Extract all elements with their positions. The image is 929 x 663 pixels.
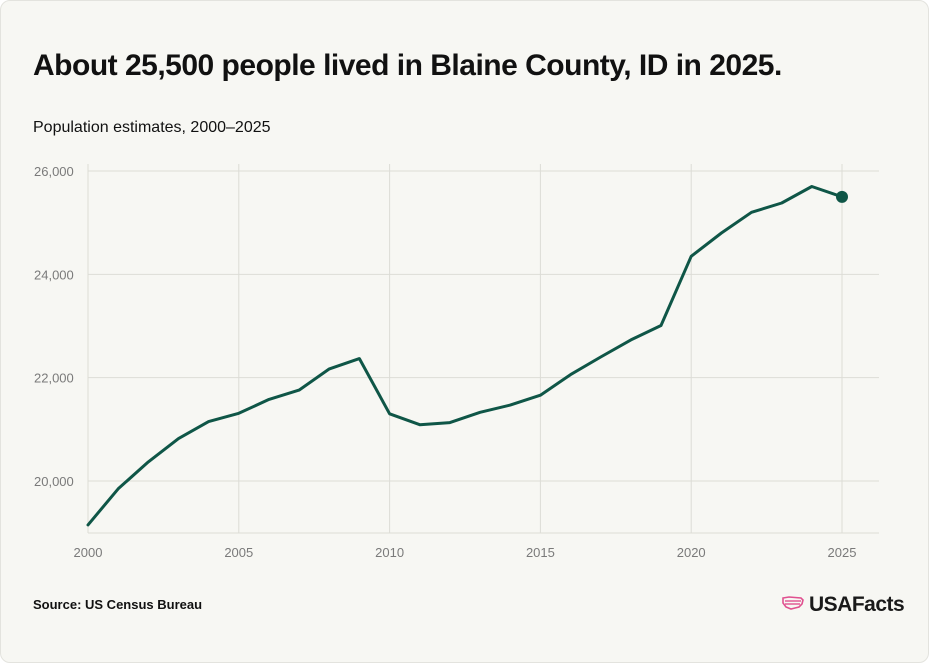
data-point xyxy=(629,338,632,341)
data-point xyxy=(207,420,210,423)
data-point xyxy=(418,423,421,426)
data-point xyxy=(298,389,301,392)
x-tick-label: 2015 xyxy=(526,545,555,560)
data-point xyxy=(328,367,331,370)
data-point xyxy=(237,412,240,415)
y-tick-label: 22,000 xyxy=(34,371,74,386)
grid-layer xyxy=(87,164,879,533)
end-point-marker xyxy=(836,190,848,203)
data-point xyxy=(660,324,663,327)
data-point xyxy=(780,202,783,205)
y-tick-label: 26,000 xyxy=(34,164,74,179)
chart-subtitle: Population estimates, 2000–2025 xyxy=(33,119,271,136)
data-point xyxy=(448,421,451,424)
line-chart: 2000 2005 2010 2015 2020 2025 20,000 22,000 24,0… xyxy=(34,164,879,560)
x-tick-label: 2005 xyxy=(224,545,253,560)
data-point xyxy=(810,185,813,188)
source-note: Source: US Census Bureau xyxy=(33,597,203,612)
x-tick-label: 2025 xyxy=(828,545,857,560)
data-point xyxy=(87,523,90,526)
data-point xyxy=(388,412,391,415)
data-point xyxy=(569,373,572,376)
us-map-flag-icon xyxy=(781,594,805,617)
logo-text: USAFacts xyxy=(809,593,905,616)
y-tick-label: 24,000 xyxy=(34,267,74,282)
usafacts-logo: USAFacts xyxy=(781,593,905,617)
page-title: About 25,500 people lived in Blaine Coun… xyxy=(33,49,782,82)
axis-layer: 2000 2005 2010 2015 2020 2025 20,000 22,000 24,0… xyxy=(34,164,879,560)
data-point xyxy=(750,211,753,214)
data-point xyxy=(720,232,723,235)
data-point xyxy=(358,357,361,360)
x-tick-label: 2010 xyxy=(375,545,404,560)
data-point xyxy=(117,487,120,490)
data-point xyxy=(509,404,512,407)
series-layer xyxy=(86,185,848,527)
data-point xyxy=(690,255,693,258)
y-tick-label: 20,000 xyxy=(34,474,74,489)
data-point xyxy=(267,398,270,401)
x-tick-label: 2000 xyxy=(74,545,103,560)
data-point xyxy=(539,394,542,397)
data-point xyxy=(147,460,150,463)
x-tick-label: 2020 xyxy=(677,545,706,560)
data-point xyxy=(599,356,602,359)
series-line xyxy=(86,185,844,527)
data-point xyxy=(177,437,180,440)
data-point xyxy=(479,411,482,414)
